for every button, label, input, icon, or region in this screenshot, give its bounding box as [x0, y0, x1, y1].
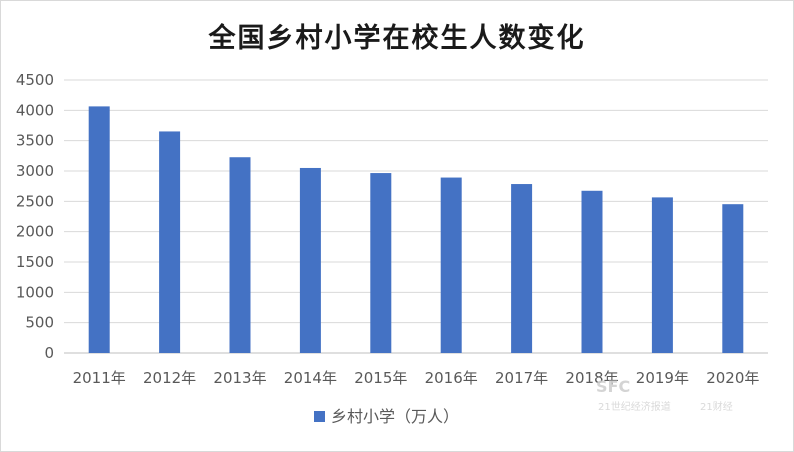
y-axis-ticks: 0 500 1000 1500 2000 2500 3000 3500 4000 4500: [16, 71, 54, 362]
chart-title: 全国乡村小学在校生人数变化: [208, 23, 586, 54]
bar: [651, 197, 673, 353]
x-tick-label: 2015年: [354, 369, 407, 387]
x-tick-label: 2012年: [143, 369, 196, 387]
y-tick-label: 500: [25, 314, 54, 332]
legend-swatch: [314, 411, 325, 422]
bar: [722, 204, 744, 353]
watermark-sub: 21财经: [700, 400, 733, 413]
bar: [229, 157, 251, 353]
x-axis-ticks: 2011年 2012年 2013年 2014年 2015年 2016年 2017年 2018年…: [73, 369, 760, 387]
bar: [440, 177, 462, 353]
bar: [159, 131, 181, 353]
y-tick-label: 2500: [16, 192, 54, 210]
y-tick-label: 3000: [16, 162, 54, 180]
gridlines: [64, 79, 768, 354]
x-tick-label: 2020年: [706, 369, 759, 387]
x-tick-label: 2011年: [73, 369, 126, 387]
legend-label: 乡村小学（万人）: [331, 407, 459, 426]
x-tick-label: 2019年: [636, 369, 689, 387]
bar: [581, 190, 603, 353]
y-tick-label: 0: [44, 344, 54, 362]
y-tick-label: 4000: [16, 101, 54, 119]
watermark-text: 21世纪经济报道: [598, 400, 671, 413]
x-tick-label: 2017年: [495, 369, 548, 387]
x-tick-label: 2016年: [425, 369, 478, 387]
x-tick-label: 2013年: [213, 369, 266, 387]
bars: [88, 106, 744, 353]
watermark-logo: SFC: [596, 377, 630, 396]
bar: [370, 173, 392, 353]
bar: [299, 167, 321, 353]
y-tick-label: 3500: [16, 132, 54, 150]
y-tick-label: 4500: [16, 71, 54, 89]
bar: [88, 106, 110, 353]
watermark: SFC 21世纪经济报道 21财经: [596, 377, 733, 413]
x-tick-label: 2014年: [284, 369, 337, 387]
legend: 乡村小学（万人）: [314, 407, 459, 426]
y-tick-label: 1000: [16, 283, 54, 301]
y-tick-label: 1500: [16, 253, 54, 271]
x-tick-label: 2018年: [565, 369, 618, 387]
bar: [511, 184, 533, 353]
y-tick-label: 2000: [16, 223, 54, 241]
